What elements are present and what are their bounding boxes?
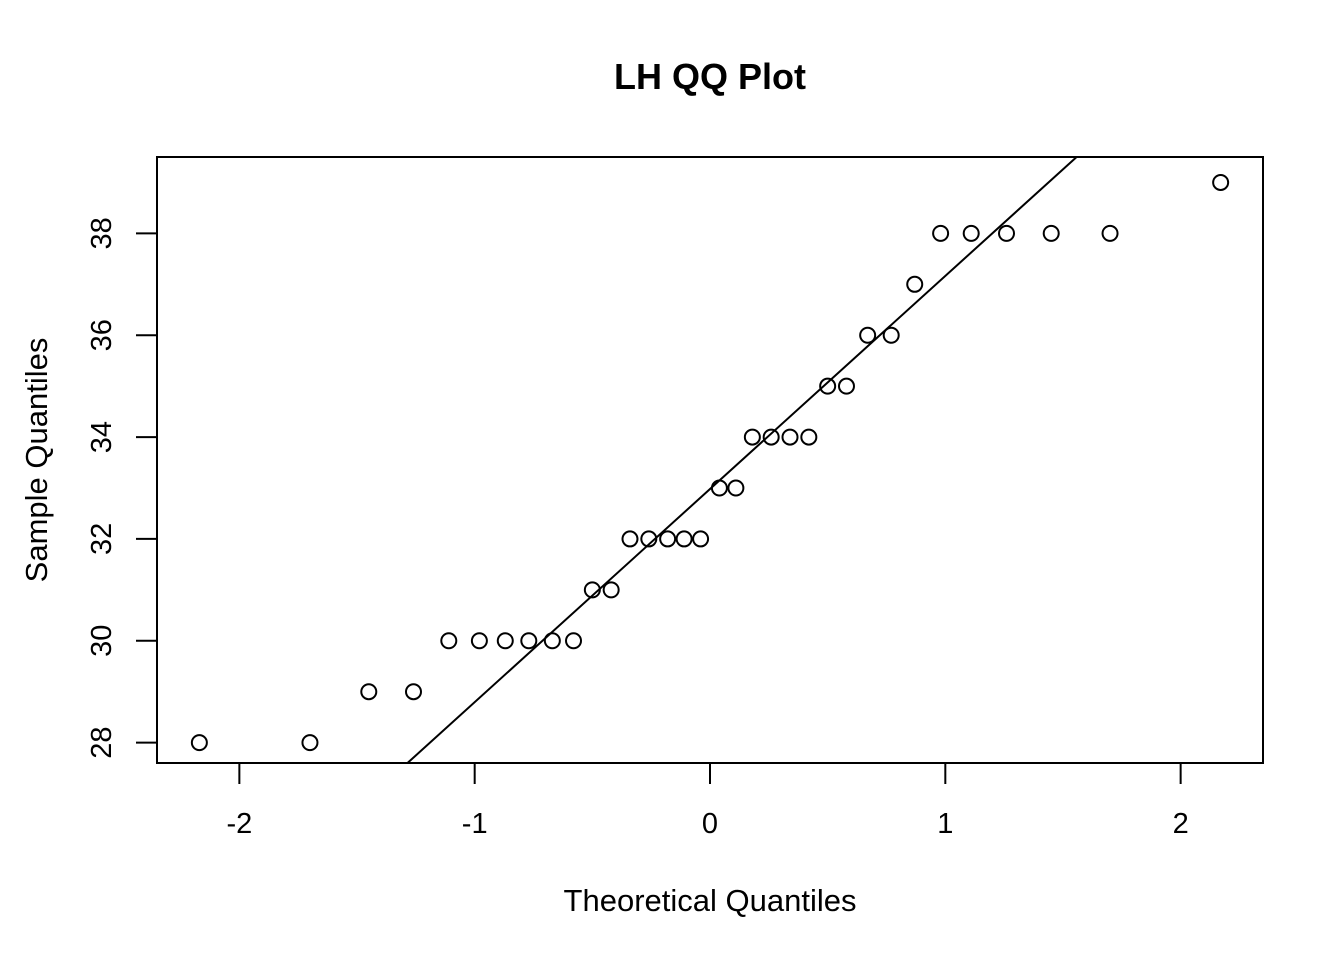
data-point-34 [1212, 173, 1230, 191]
y-tick-label: 28 [86, 726, 118, 758]
data-point-14 [640, 530, 658, 548]
data-point-22 [781, 428, 799, 446]
data-point-32 [1042, 224, 1060, 242]
data-point-19 [727, 479, 745, 497]
data-point-4 [404, 683, 422, 701]
plot-frame [156, 156, 1264, 764]
x-tick-label: -1 [462, 808, 488, 840]
data-point-21 [762, 428, 780, 446]
x-tick-label: 2 [1173, 808, 1189, 840]
y-tick-label: 36 [86, 319, 118, 351]
data-point-15 [659, 530, 677, 548]
data-point-2 [301, 734, 319, 752]
data-point-13 [621, 530, 639, 548]
y-tick-label: 38 [86, 217, 118, 249]
data-point-20 [743, 428, 761, 446]
data-point-12 [602, 581, 620, 599]
y-tick-label: 32 [86, 523, 118, 555]
data-point-17 [692, 530, 710, 548]
data-point-5 [440, 632, 458, 650]
data-point-8 [520, 632, 538, 650]
data-point-16 [675, 530, 693, 548]
data-point-27 [882, 326, 900, 344]
data-point-30 [962, 224, 980, 242]
data-point-9 [543, 632, 561, 650]
data-point-11 [583, 581, 601, 599]
data-point-23 [800, 428, 818, 446]
chart-title: LH QQ Plot [614, 56, 806, 97]
data-point-26 [859, 326, 877, 344]
x-tick-label: 0 [702, 808, 718, 840]
data-point-29 [932, 224, 950, 242]
x-tick-label: -2 [226, 808, 252, 840]
data-point-7 [496, 632, 514, 650]
data-point-24 [819, 377, 837, 395]
y-tick-label: 30 [86, 625, 118, 657]
qq-reference-line [405, 157, 1079, 763]
data-point-18 [710, 479, 728, 497]
data-point-10 [565, 632, 583, 650]
data-point-6 [470, 632, 488, 650]
data-point-25 [837, 377, 855, 395]
y-axis-title: Sample Quantiles [19, 338, 54, 583]
data-point-3 [360, 683, 378, 701]
data-point-33 [1101, 224, 1119, 242]
data-point-31 [998, 224, 1016, 242]
data-point-1 [190, 734, 208, 752]
y-tick-label: 34 [86, 421, 118, 453]
data-point-28 [906, 275, 924, 293]
x-axis-title: Theoretical Quantiles [564, 883, 857, 918]
x-tick-label: 1 [937, 808, 953, 840]
